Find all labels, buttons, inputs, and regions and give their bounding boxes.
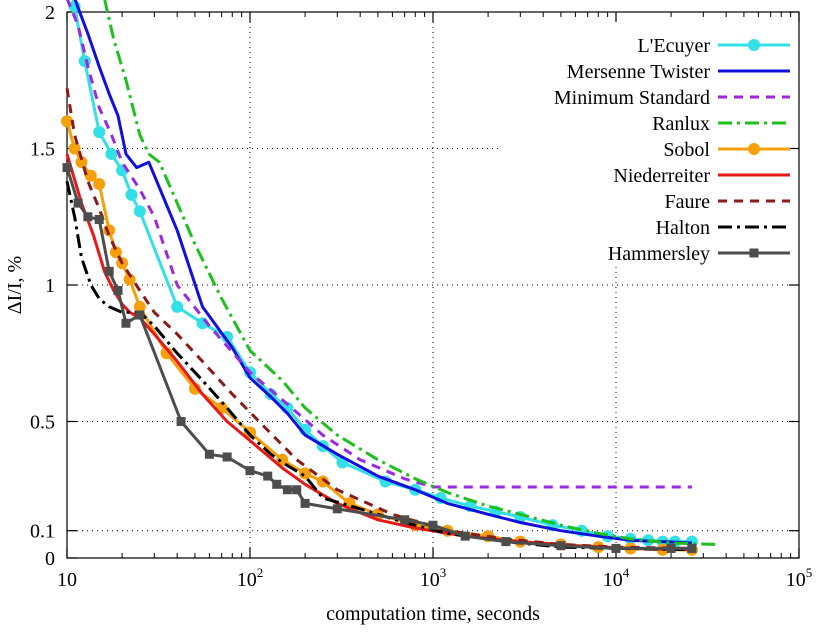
data-point-hammersley <box>94 214 104 224</box>
data-point-hammersley <box>282 485 292 495</box>
y-tick-label: 0.1 <box>30 521 55 543</box>
axis-ticks <box>66 11 800 559</box>
data-point-l-ecuyer <box>125 188 138 201</box>
data-point-hammersley <box>263 471 273 481</box>
data-point-sobol <box>61 115 73 128</box>
legend-label-l-ecuyer: L'Ecuyer <box>638 35 711 57</box>
data-point-l-ecuyer <box>93 126 106 139</box>
data-point-sobol <box>75 156 88 169</box>
data-point-hammersley <box>104 266 114 276</box>
x-tick-label: 104 <box>603 565 630 591</box>
series-mersenne-twister <box>73 0 692 545</box>
data-point-hammersley <box>245 466 255 476</box>
y-tick-label: 1 <box>45 275 55 297</box>
x-tick-label: 10 <box>57 569 77 591</box>
data-point-sobol <box>316 475 329 488</box>
legend-label-faure: Faure <box>664 191 710 213</box>
x-tick-label: 102 <box>237 565 264 591</box>
data-point-l-ecuyer <box>171 300 184 313</box>
data-point-l-ecuyer <box>105 147 118 160</box>
data-point-hammersley <box>83 212 93 222</box>
data-point-hammersley <box>460 531 470 541</box>
data-point-sobol <box>84 169 97 182</box>
y-tick-label: 1.5 <box>30 139 55 161</box>
data-point-hammersley <box>73 198 83 208</box>
data-point-hammersley <box>135 310 145 320</box>
series-ranlux <box>103 0 716 546</box>
data-point-sobol <box>109 246 122 259</box>
series-line-mersenne-twister <box>73 0 692 545</box>
data-point-hammersley <box>176 417 186 426</box>
series-line-faure <box>65 88 692 550</box>
x-axis-title: computation time, seconds <box>326 603 540 625</box>
legend-label-mersenne-twister: Mersenne Twister <box>567 61 711 83</box>
legend-marker-sobol <box>748 143 760 155</box>
data-point-hammersley <box>611 543 621 553</box>
x-tick-label: 105 <box>786 565 813 591</box>
series-minimum-standard <box>66 0 692 489</box>
data-point-hammersley <box>666 543 676 553</box>
data-point-sobol <box>188 382 201 395</box>
legend-label-halton: Halton <box>656 217 710 239</box>
data-point-sobol <box>276 453 289 466</box>
series-faure <box>65 88 692 550</box>
data-point-hammersley <box>62 163 72 173</box>
data-point-hammersley <box>113 285 123 295</box>
y-tick-label: 0.5 <box>30 412 55 434</box>
series-line-minimum-standard <box>66 0 692 489</box>
y-axis-title: ΔI/I, % <box>4 256 26 314</box>
legend-label-hammersley: Hammersley <box>608 243 710 265</box>
data-point-sobol <box>93 177 106 190</box>
data-point-hammersley <box>121 318 131 328</box>
data-point-sobol <box>123 273 136 286</box>
data-point-l-ecuyer <box>133 205 146 218</box>
series-line-ranlux <box>103 0 716 546</box>
data-point-hammersley <box>687 543 697 553</box>
legend-marker-hammersley <box>749 248 759 258</box>
data-point-l-ecuyer <box>221 330 234 343</box>
data-point-sobol <box>68 142 81 155</box>
legend-marker-l-ecuyer <box>748 39 760 51</box>
data-point-hammersley <box>222 452 232 462</box>
legend-label-minimum-standard: Minimum Standard <box>554 87 710 109</box>
legend-label-sobol: Sobol <box>663 139 710 161</box>
legend-label-ranlux: Ranlux <box>652 113 710 135</box>
data-point-hammersley <box>292 485 302 495</box>
series-hammersley <box>62 163 697 553</box>
data-point-hammersley <box>300 498 310 508</box>
data-point-sobol <box>299 467 312 480</box>
y-tick-label: 0 <box>45 548 55 570</box>
data-point-hammersley <box>400 515 410 525</box>
data-point-hammersley <box>556 541 566 551</box>
data-point-hammersley <box>501 537 511 547</box>
y-tick-labels: 0 0.1 0.5 1 1.5 2 <box>30 2 55 570</box>
y-tick-label: 2 <box>45 2 55 24</box>
data-point-hammersley <box>204 449 214 459</box>
data-point-hammersley <box>272 479 282 489</box>
legend-label-niederreiter: Niederreiter <box>613 165 710 187</box>
data-point-hammersley <box>332 504 342 514</box>
legend: L'Ecuyer Mersenne Twister Minimum Standard… <box>554 35 790 265</box>
series-layer <box>61 0 716 556</box>
series-line-hammersley <box>65 167 692 550</box>
x-tick-label: 103 <box>420 565 447 591</box>
x-tick-labels: 10 102 103 104 105 <box>57 565 812 591</box>
data-point-sobol <box>133 300 146 313</box>
data-point-hammersley <box>428 520 438 530</box>
